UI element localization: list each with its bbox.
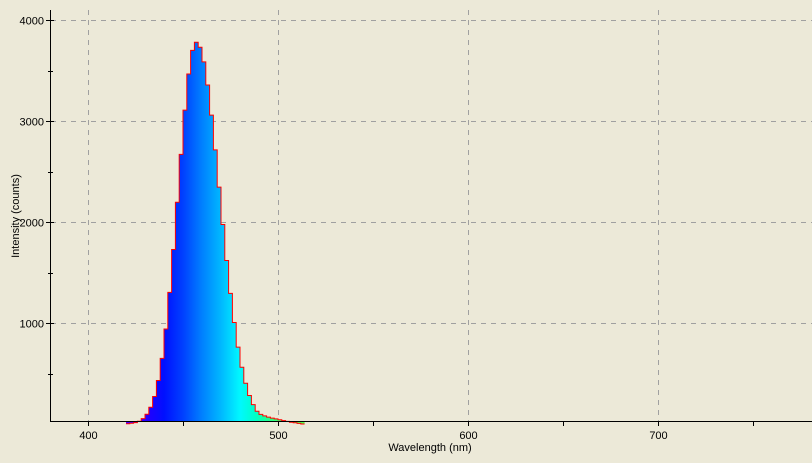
x-tick-label: 600 [459,430,477,442]
x-axis-label: Wavelength (nm) [388,442,471,454]
grid [51,10,812,421]
x-tick-label: 400 [79,430,97,442]
x-tick-label: 500 [269,430,287,442]
ticks: 400 500 600 700 1000 2000 3000 4000 [20,16,754,442]
spectrum-fill [126,42,305,424]
y-tick-label: 1000 [20,319,44,331]
y-axis-label: Intensity (counts) [10,174,22,258]
y-tick-label: 2000 [20,218,44,230]
y-tick-label: 4000 [20,16,44,28]
x-tick-label: 700 [649,430,667,442]
spectrum-outline [126,41,305,425]
y-tick-label: 3000 [20,117,44,129]
